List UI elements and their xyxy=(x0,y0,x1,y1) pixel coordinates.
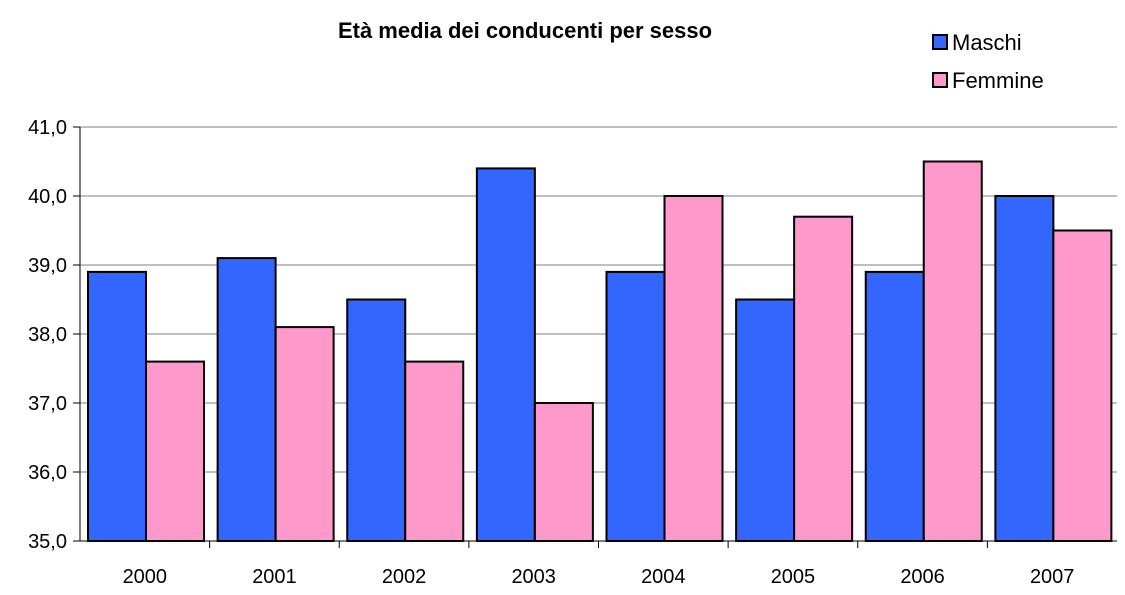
x-tick-label: 2000 xyxy=(123,566,168,588)
bar-femmine-2000 xyxy=(145,360,205,542)
x-tick-label: 2001 xyxy=(252,566,297,588)
bar-maschi-2000 xyxy=(87,270,147,542)
y-tick-label: 35,0 xyxy=(28,531,67,553)
bar-femmine-2006 xyxy=(922,160,983,542)
bar-femmine-2001 xyxy=(274,326,335,542)
bar-maschi-2004 xyxy=(605,270,666,542)
bar-maschi-2005 xyxy=(735,298,796,542)
bar-femmine-2003 xyxy=(533,402,594,542)
legend: Maschi Femmine xyxy=(932,30,1044,93)
y-tick-label: 38,0 xyxy=(28,324,67,346)
legend-label-femmine: Femmine xyxy=(952,68,1044,93)
x-tick-label: 2003 xyxy=(511,566,556,588)
tick-labels: 35,0 36,0 37,0 38,0 39,0 40,0 41,0 2000 2001 2002… xyxy=(28,117,1074,588)
bar-maschi-2001 xyxy=(216,257,277,542)
legend-swatch-maschi xyxy=(932,34,948,50)
legend-swatch-femmine xyxy=(932,72,948,88)
bar-femmine-2005 xyxy=(793,215,854,542)
y-tick-label: 37,0 xyxy=(28,393,67,415)
axes xyxy=(73,126,1117,548)
bars xyxy=(87,160,1113,542)
x-tick-label: 2002 xyxy=(382,566,427,588)
y-tick-label: 40,0 xyxy=(28,186,67,208)
chart-title: Età media dei conducenti per sesso xyxy=(338,18,712,43)
bar-maschi-2002 xyxy=(346,298,407,542)
bar-maschi-2003 xyxy=(475,167,536,542)
x-tick-label: 2004 xyxy=(641,566,686,588)
y-tick-label: 39,0 xyxy=(28,255,67,277)
bar-femmine-2007 xyxy=(1052,229,1113,542)
x-tick-label: 2006 xyxy=(900,566,945,588)
bar-maschi-2007 xyxy=(994,195,1055,542)
bar-femmine-2002 xyxy=(404,360,465,542)
x-tick-label: 2005 xyxy=(771,566,816,588)
bar-maschi-2006 xyxy=(864,270,925,542)
x-tick-label: 2007 xyxy=(1030,566,1075,588)
y-tick-label: 36,0 xyxy=(28,462,67,484)
bar-femmine-2004 xyxy=(663,195,724,542)
y-tick-label: 41,0 xyxy=(28,117,67,139)
legend-label-maschi: Maschi xyxy=(952,30,1022,55)
